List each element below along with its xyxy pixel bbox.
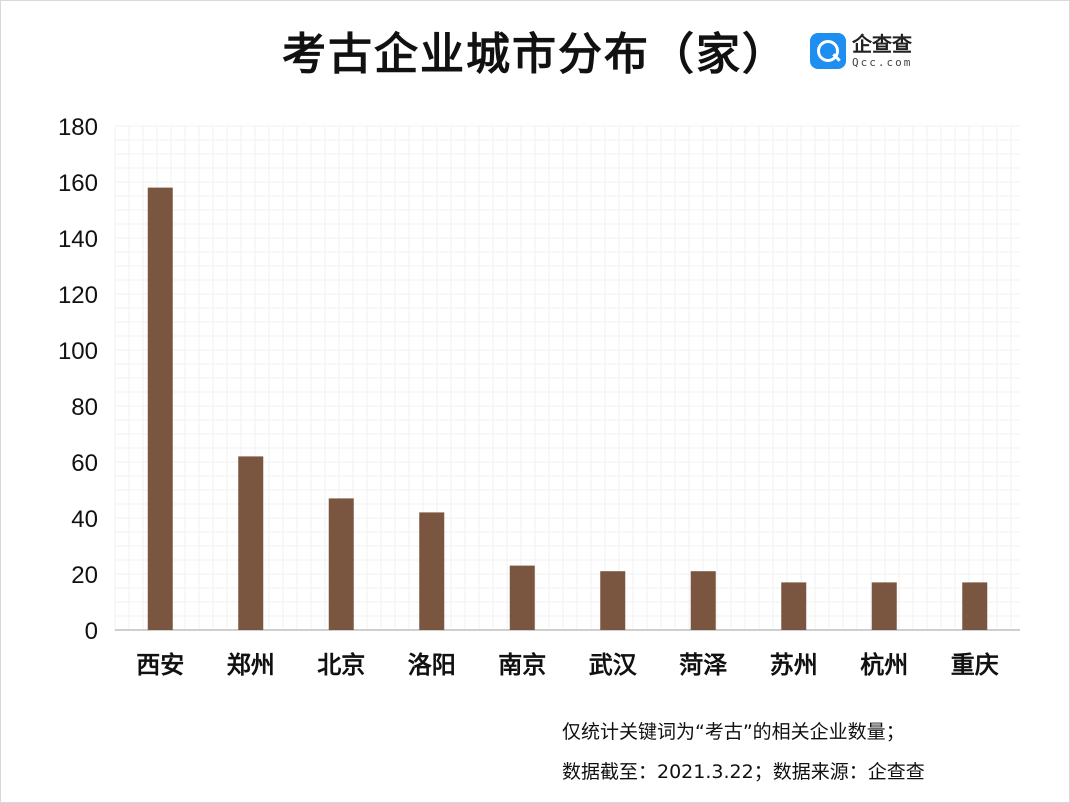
x-tick-label: 洛阳 (408, 651, 456, 679)
bar (600, 571, 626, 630)
x-tick-label: 郑州 (227, 651, 275, 679)
y-tick-label: 60 (71, 450, 98, 477)
bar (238, 456, 264, 630)
logo-domain: Qcc.com (852, 56, 913, 69)
x-tick-label: 武汉 (589, 651, 638, 679)
y-tick-label: 100 (58, 338, 98, 365)
y-tick-label: 40 (71, 506, 98, 533)
bar (509, 565, 535, 630)
bar (781, 582, 807, 630)
x-tick-label: 菏泽 (679, 651, 727, 679)
chart-notes: 仅统计关键词为“考古”的相关企业数量； 数据截至：2021.3.22；数据来源：… (562, 712, 925, 792)
note-source: 数据截至：2021.3.22；数据来源：企查查 (562, 761, 925, 783)
bar (147, 187, 173, 630)
bar (690, 571, 716, 630)
bar (328, 498, 354, 630)
y-tick-label: 20 (71, 562, 98, 589)
brand-logo: 企查查 Qcc.com (810, 33, 912, 69)
y-tick-label: 160 (58, 170, 98, 197)
x-tick-label: 西安 (136, 651, 184, 679)
x-tick-label: 北京 (317, 651, 365, 679)
bar (871, 582, 897, 630)
y-tick-label: 80 (71, 394, 98, 421)
logo-name: 企查查 (852, 32, 912, 56)
y-tick-label: 120 (58, 282, 98, 309)
y-tick-label: 140 (58, 226, 98, 253)
bar (962, 582, 988, 630)
y-tick-label: 0 (85, 618, 98, 645)
note-scope: 仅统计关键词为“考古”的相关企业数量； (562, 721, 905, 743)
x-tick-label: 重庆 (951, 651, 999, 679)
y-tick-label: 180 (58, 114, 98, 141)
x-tick-label: 杭州 (860, 651, 908, 679)
chart-title: 考古企业城市分布（家） (282, 29, 788, 80)
x-tick-label: 苏州 (770, 651, 818, 679)
bar (419, 512, 445, 630)
x-tick-label: 南京 (498, 651, 546, 679)
qcc-logo-icon (810, 33, 846, 69)
